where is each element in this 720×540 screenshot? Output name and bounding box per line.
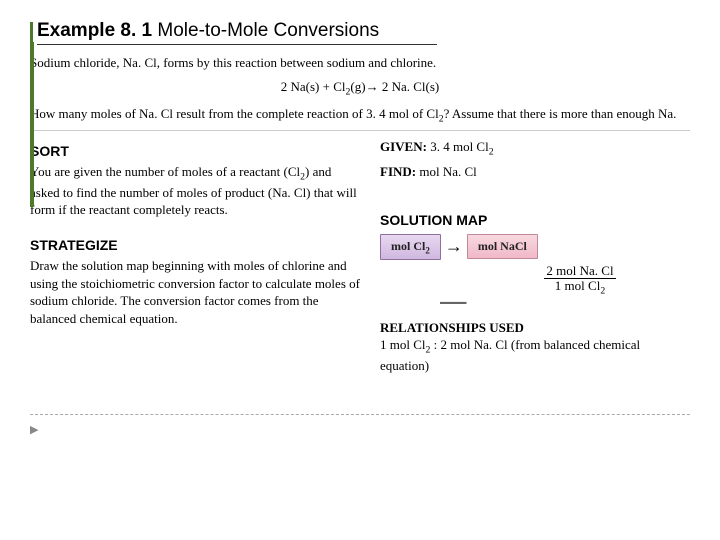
- solution-map-heading: SOLUTION MAP: [380, 212, 690, 228]
- question-b: ? Assume that there is more than enough …: [444, 106, 677, 121]
- eq-mid: (g): [350, 79, 365, 94]
- intro-text: Sodium chloride, Na. Cl, forms by this r…: [30, 55, 690, 71]
- given-value-sub: 2: [489, 147, 494, 158]
- chemical-equation: 2 Na(s) + Cl2(g)→ 2 Na. Cl(s): [30, 79, 690, 98]
- find-value: mol Na. Cl: [416, 164, 477, 179]
- example-number: Example 8. 1: [37, 20, 152, 41]
- sort-body-a: You are given the number of moles of a r…: [30, 164, 300, 179]
- ratio-numerator: 2 mol Na. Cl: [544, 264, 615, 279]
- question-a: How many moles of Na. Cl result from the…: [30, 106, 439, 121]
- divider: [30, 130, 690, 131]
- sort-body: You are given the number of moles of a r…: [30, 163, 360, 219]
- find-line: FIND: mol Na. Cl: [380, 164, 690, 180]
- page-title: Example 8. 1 Mole-to-Mole Conversions: [37, 20, 379, 41]
- footer-dashed-line: [30, 414, 690, 415]
- eq-post: 2 Na. Cl(s): [379, 79, 440, 94]
- solmap-arrow-icon: →: [445, 236, 463, 257]
- solution-map-diagram: mol Cl2 → mol NaCl: [380, 234, 690, 260]
- left-accent-bar: [30, 42, 34, 207]
- conversion-ratio: 2 mol Na. Cl 1 mol Cl2: [470, 264, 690, 298]
- strategize-heading: STRATEGIZE: [30, 237, 360, 253]
- ratio-den-sub: 2: [600, 286, 605, 297]
- given-line: GIVEN: 3. 4 mol Cl2: [380, 139, 690, 158]
- sort-heading: SORT: [30, 143, 360, 159]
- strategize-body: Draw the solution map beginning with mol…: [30, 257, 360, 327]
- question-text: How many moles of Na. Cl result from the…: [30, 106, 690, 125]
- relationships-heading: RELATIONSHIPS USED: [380, 320, 690, 336]
- relationships-body: 1 mol Cl2 : 2 mol Na. Cl (from balanced …: [380, 336, 690, 374]
- find-label: FIND:: [380, 164, 416, 179]
- footer-arrow-icon: ▶: [30, 423, 690, 436]
- solmap-box-cl2: mol Cl2: [380, 234, 441, 260]
- rel-body-a: 1 mol Cl: [380, 337, 426, 352]
- ratio-denominator: 1 mol Cl2: [470, 279, 690, 297]
- title-underline: [37, 44, 437, 45]
- eq-pre: 2 Na(s) + Cl: [281, 79, 346, 94]
- example-subtitle: Mole-to-Mole Conversions: [152, 20, 379, 41]
- title-accent-bar: [30, 22, 33, 44]
- ratio-den-a: 1 mol Cl: [555, 278, 601, 293]
- eq-arrow: →: [366, 79, 379, 94]
- solmap-box-nacl: mol NaCl: [467, 234, 538, 259]
- given-value: 3. 4 mol Cl: [427, 139, 489, 154]
- solmap-box1-sub: 2: [425, 245, 430, 255]
- solmap-box1-text: mol Cl: [391, 239, 425, 253]
- small-caption: ▬▬▬▬: [440, 298, 690, 306]
- given-label: GIVEN:: [380, 139, 427, 154]
